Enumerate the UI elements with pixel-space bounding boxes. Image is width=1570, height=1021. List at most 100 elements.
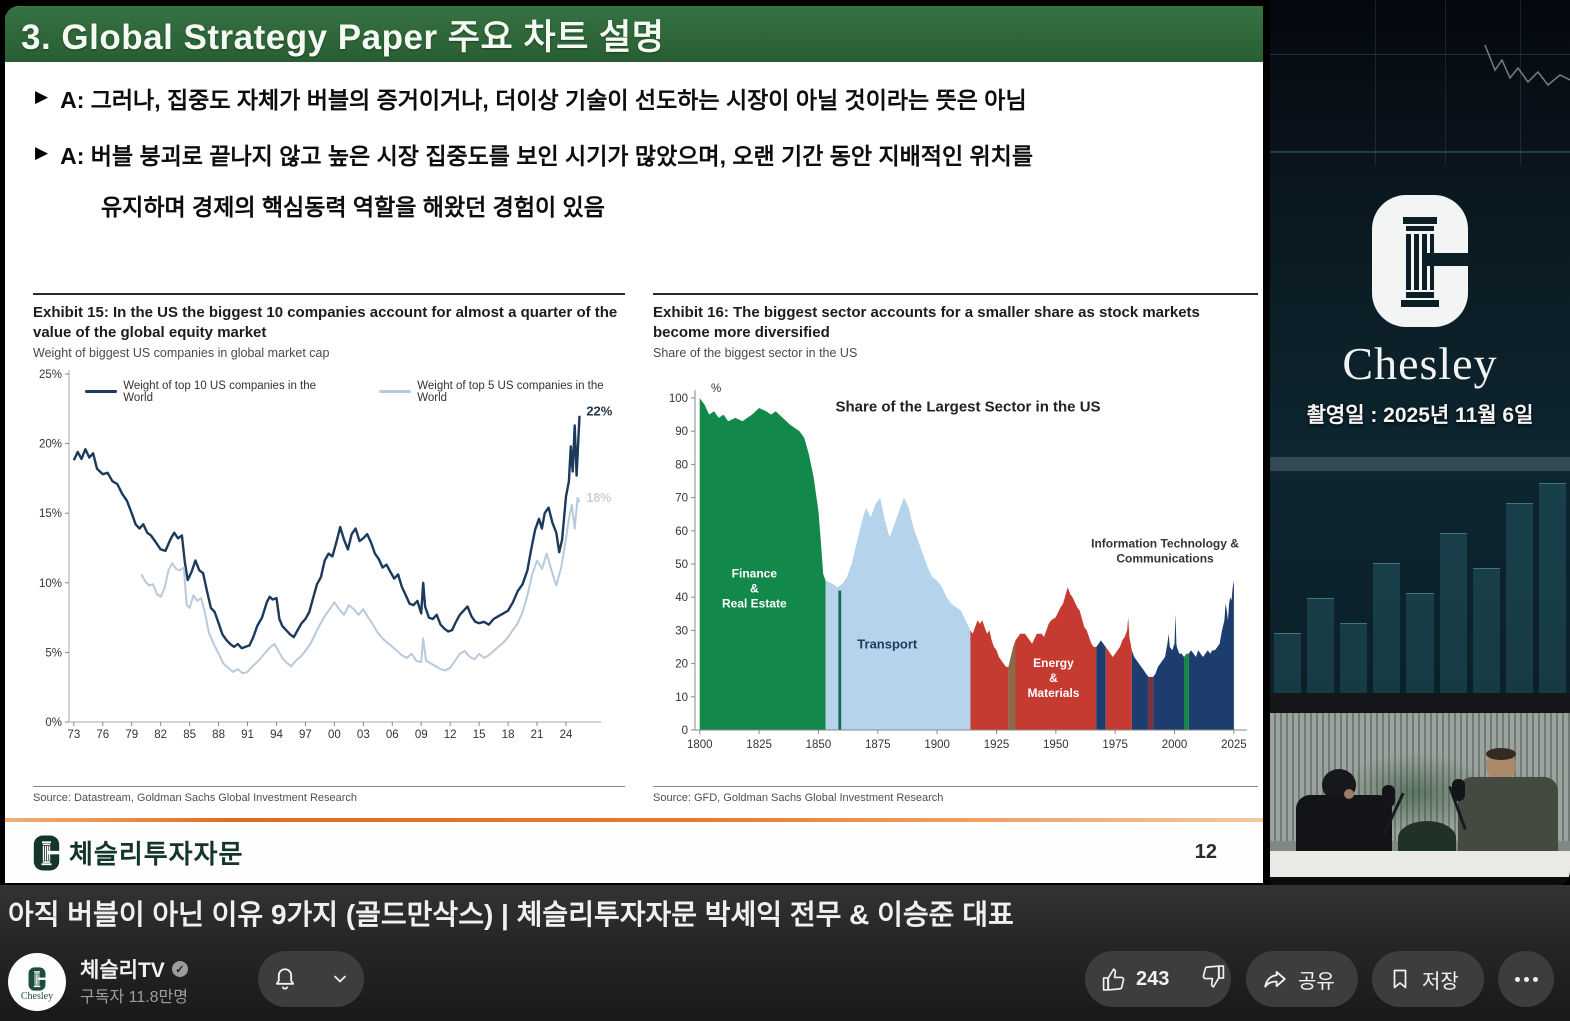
footer-brand-text: 체슬리투자자문	[69, 839, 244, 869]
microphone-icon	[1382, 785, 1395, 807]
screen-gridline	[1375, 0, 1376, 165]
exhibit-16-chart: 100 90 80 70 60 50 40 30 20 10 0% 1800 1825 1850 1875 1…	[653, 364, 1258, 784]
bullet-list: ▶ A: 그러나, 집중도 자체가 버블의 증거이거나, 더이상 기술이 선도하…	[5, 62, 1263, 222]
avatar-brand-text: Chesley	[20, 990, 54, 1002]
svg-text:50: 50	[675, 559, 688, 571]
svg-text:60: 60	[675, 525, 688, 537]
presenters-camera	[1270, 693, 1570, 885]
svg-text:1925: 1925	[984, 739, 1010, 751]
bullet-1: ▶ A: 그러나, 집중도 자체가 버블의 증거이거나, 더이상 기술이 선도하…	[35, 82, 1223, 120]
chesley-logo-icon	[28, 966, 46, 991]
svg-text:03: 03	[357, 729, 370, 741]
svg-text:21: 21	[531, 729, 544, 741]
exhibit-16-topline	[653, 293, 1258, 295]
svg-text:0%: 0%	[45, 717, 62, 729]
desk-edge	[1270, 877, 1570, 885]
studio-screen-logo: Chesley 촬영일 : 2025년 11월 6일	[1270, 165, 1570, 693]
svg-text:1850: 1850	[806, 739, 832, 751]
svg-text:20: 20	[675, 658, 688, 670]
slide-footer: 체슬리투자자문 12	[5, 822, 1263, 883]
svg-text:Finance&Real Estate: Finance & Real Estate	[722, 566, 787, 610]
exhibit-15-topline	[33, 293, 625, 295]
svg-text:97: 97	[299, 729, 312, 741]
svg-text:15: 15	[473, 729, 486, 741]
share-label: 공유	[1298, 970, 1335, 993]
legend-swatch	[85, 389, 118, 394]
exhibit-15: Exhibit 15: In the US the biggest 10 com…	[33, 293, 625, 804]
svg-text:79: 79	[125, 729, 138, 741]
channel-name[interactable]: 체슬리TV	[80, 959, 165, 982]
svg-text:12: 12	[444, 729, 457, 741]
svg-text:76: 76	[96, 729, 109, 741]
charts-row: Exhibit 15: In the US the biggest 10 com…	[5, 293, 1263, 804]
svg-text:18: 18	[502, 729, 515, 741]
svg-text:25%: 25%	[39, 369, 62, 381]
dislike-button[interactable]	[1185, 964, 1242, 994]
dot	[1532, 976, 1538, 982]
svg-text:100: 100	[669, 393, 688, 405]
chevron-down-icon	[334, 975, 346, 983]
svg-text:1825: 1825	[746, 739, 772, 751]
svg-text:09: 09	[415, 729, 428, 741]
svg-text:06: 06	[386, 729, 399, 741]
screen-gridline	[1270, 54, 1570, 55]
exhibit-15-bottomline	[33, 785, 625, 787]
svg-text:1900: 1900	[924, 739, 950, 751]
exhibit-16-bottomline	[653, 785, 1258, 787]
save-button[interactable]: 저장	[1372, 951, 1484, 1007]
svg-text:80: 80	[675, 459, 688, 471]
svg-text:85: 85	[183, 729, 196, 741]
screen-chart-trace	[1484, 44, 1570, 87]
exhibit-15-title: Exhibit 15: In the US the biggest 10 com…	[33, 304, 618, 341]
video-player[interactable]: 3. Global Strategy Paper 주요 차트 설명 ▶ A: 그…	[0, 0, 1570, 885]
exhibit-15-chart: 25% 20% 15% 10% 5% 0% 73 76 79 82 85 88 91 94 97 00 03 06…	[33, 364, 625, 784]
slide-header: 3. Global Strategy Paper 주요 차트 설명	[5, 6, 1263, 62]
footer-accent-line	[5, 818, 1263, 822]
svg-text:Information Technology &Commun: Information Technology & Communications	[1091, 536, 1239, 565]
svg-text:Transport: Transport	[857, 636, 918, 651]
legend-swatch	[379, 390, 412, 393]
slide-title: 3. Global Strategy Paper 주요 차트 설명	[21, 17, 665, 57]
recording-date: 촬영일 : 2025년 11월 6일	[1306, 404, 1534, 427]
svg-text:2025: 2025	[1221, 739, 1247, 751]
share-icon	[1264, 971, 1286, 988]
page-number: 12	[1194, 841, 1217, 863]
channel-avatar[interactable]: Chesley	[8, 953, 66, 1011]
studio-screen-top	[1270, 0, 1570, 165]
svg-text:%: %	[711, 383, 721, 395]
svg-text:10: 10	[675, 691, 688, 703]
microphone-icon	[1452, 779, 1465, 801]
thumbs-down-icon	[1203, 965, 1225, 988]
bell-icon	[275, 968, 295, 990]
svg-text:91: 91	[241, 729, 254, 741]
svg-text:10%: 10%	[39, 577, 62, 589]
svg-text:73: 73	[67, 729, 80, 741]
camera-top-bar	[1270, 693, 1570, 713]
screen-gridline	[1270, 151, 1570, 153]
svg-text:15%: 15%	[39, 508, 62, 520]
line-chart-svg: 25% 20% 15% 10% 5% 0% 73 76 79 82 85 88 91 94 97 00 03 06…	[39, 369, 613, 741]
camera-feed-strip: Chesley 촬영일 : 2025년 11월 6일	[1270, 0, 1570, 885]
svg-text:1950: 1950	[1043, 739, 1069, 751]
exhibit-16-source: Source: GFD, Goldman Sachs Global Invest…	[653, 791, 944, 804]
verified-badge-icon: ✓	[171, 961, 188, 977]
monitor-bezel	[1270, 457, 1570, 471]
screen-bar-glow	[1270, 468, 1570, 693]
bullet-arrow-icon: ▶	[35, 142, 49, 162]
more-actions-button[interactable]	[1498, 951, 1554, 1007]
bullet-arrow-icon: ▶	[35, 87, 49, 106]
notification-bell-button[interactable]	[258, 951, 364, 1007]
svg-text:2000: 2000	[1162, 739, 1188, 751]
bullet-2: ▶ A: 버블 붕괴로 끝나지 않고 높은 시장 집중도를 보인 시기가 많았으…	[35, 138, 1223, 176]
share-button[interactable]: 공유	[1246, 951, 1358, 1007]
svg-text:0: 0	[682, 725, 688, 737]
svg-text:00: 00	[328, 729, 341, 741]
youtube-info-bar: 아직 버블이 아닌 이유 9가지 (골드만삭스) | 체슬리투자자문 박세익 전…	[0, 885, 1570, 1021]
bookmark-icon	[1393, 969, 1407, 989]
svg-text:1875: 1875	[865, 739, 891, 751]
thumbs-up-icon	[1102, 967, 1125, 991]
svg-text:Energy&Materials: Energy & Materials	[1027, 656, 1079, 700]
like-button[interactable]: 243	[1085, 967, 1185, 992]
legend-item: Weight of top 5 US companies in the Worl…	[379, 380, 625, 404]
svg-text:40: 40	[675, 592, 688, 604]
